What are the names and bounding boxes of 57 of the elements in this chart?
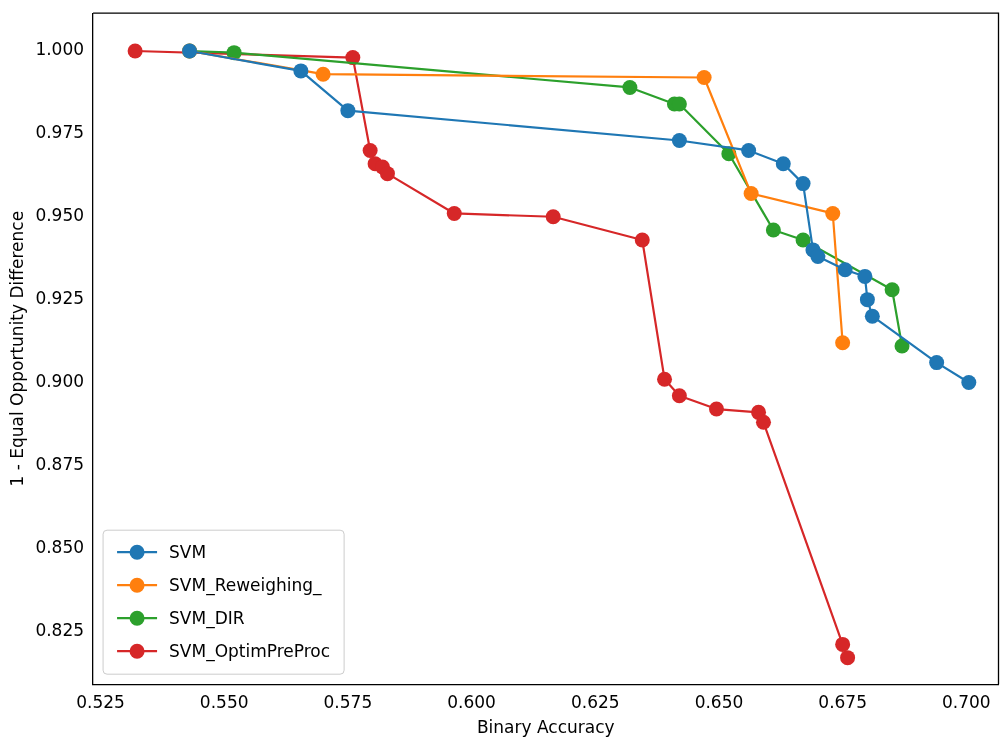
- point: [696, 70, 712, 86]
- point: [379, 166, 395, 182]
- point: [961, 375, 977, 391]
- x-tick-label: 0.700: [942, 691, 991, 712]
- point: [657, 371, 673, 387]
- y-tick-label: 0.900: [35, 370, 85, 391]
- point: [825, 205, 841, 221]
- point: [857, 268, 873, 284]
- point: [894, 338, 910, 354]
- x-tick-label: 0.650: [694, 691, 744, 712]
- legend-label: SVM_Reweighing_: [169, 574, 323, 596]
- point: [837, 262, 853, 278]
- point: [293, 63, 309, 79]
- point: [884, 282, 900, 298]
- point: [340, 103, 356, 119]
- legend-label: SVM: [169, 541, 207, 562]
- point: [634, 232, 650, 248]
- point: [835, 636, 851, 652]
- point: [671, 388, 687, 404]
- point: [859, 292, 875, 308]
- y-axis-title: 1 - Equal Opportunity Difference: [6, 210, 27, 487]
- point: [929, 355, 945, 371]
- y-tick-label: 0.875: [35, 453, 85, 474]
- point: [127, 43, 143, 59]
- point: [743, 186, 759, 202]
- y-tick-label: 0.850: [35, 536, 85, 557]
- y-tick-label: 0.975: [35, 122, 85, 143]
- y-tick-label: 0.825: [35, 619, 85, 640]
- x-tick-label: 0.575: [323, 691, 373, 712]
- point: [755, 414, 771, 430]
- legend-label: SVM_OptimPreProc: [169, 640, 331, 662]
- legend-label: SVM_DIR: [169, 607, 245, 629]
- point: [622, 79, 638, 95]
- point: [795, 232, 811, 248]
- point: [810, 249, 826, 265]
- point: [864, 308, 880, 324]
- point: [795, 176, 811, 192]
- point: [362, 142, 378, 158]
- y-tick-label: 1.000: [35, 39, 85, 60]
- x-tick-label: 0.550: [199, 691, 249, 712]
- y-tick-label: 0.925: [35, 288, 85, 309]
- point: [835, 335, 851, 351]
- x-tick-label: 0.600: [447, 691, 496, 712]
- point: [741, 142, 757, 158]
- point: [545, 209, 561, 225]
- point: [840, 650, 856, 666]
- y-tick-label: 0.950: [35, 205, 85, 226]
- point: [446, 205, 462, 221]
- point: [708, 401, 724, 417]
- x-tick-label: 0.625: [570, 691, 620, 712]
- x-tick-label: 0.675: [818, 691, 867, 712]
- x-axis-title: Binary Accuracy: [476, 717, 615, 738]
- point: [315, 66, 331, 82]
- point: [671, 133, 687, 148]
- point: [775, 156, 791, 172]
- point: [765, 222, 781, 238]
- x-tick-label: 0.525: [76, 691, 125, 712]
